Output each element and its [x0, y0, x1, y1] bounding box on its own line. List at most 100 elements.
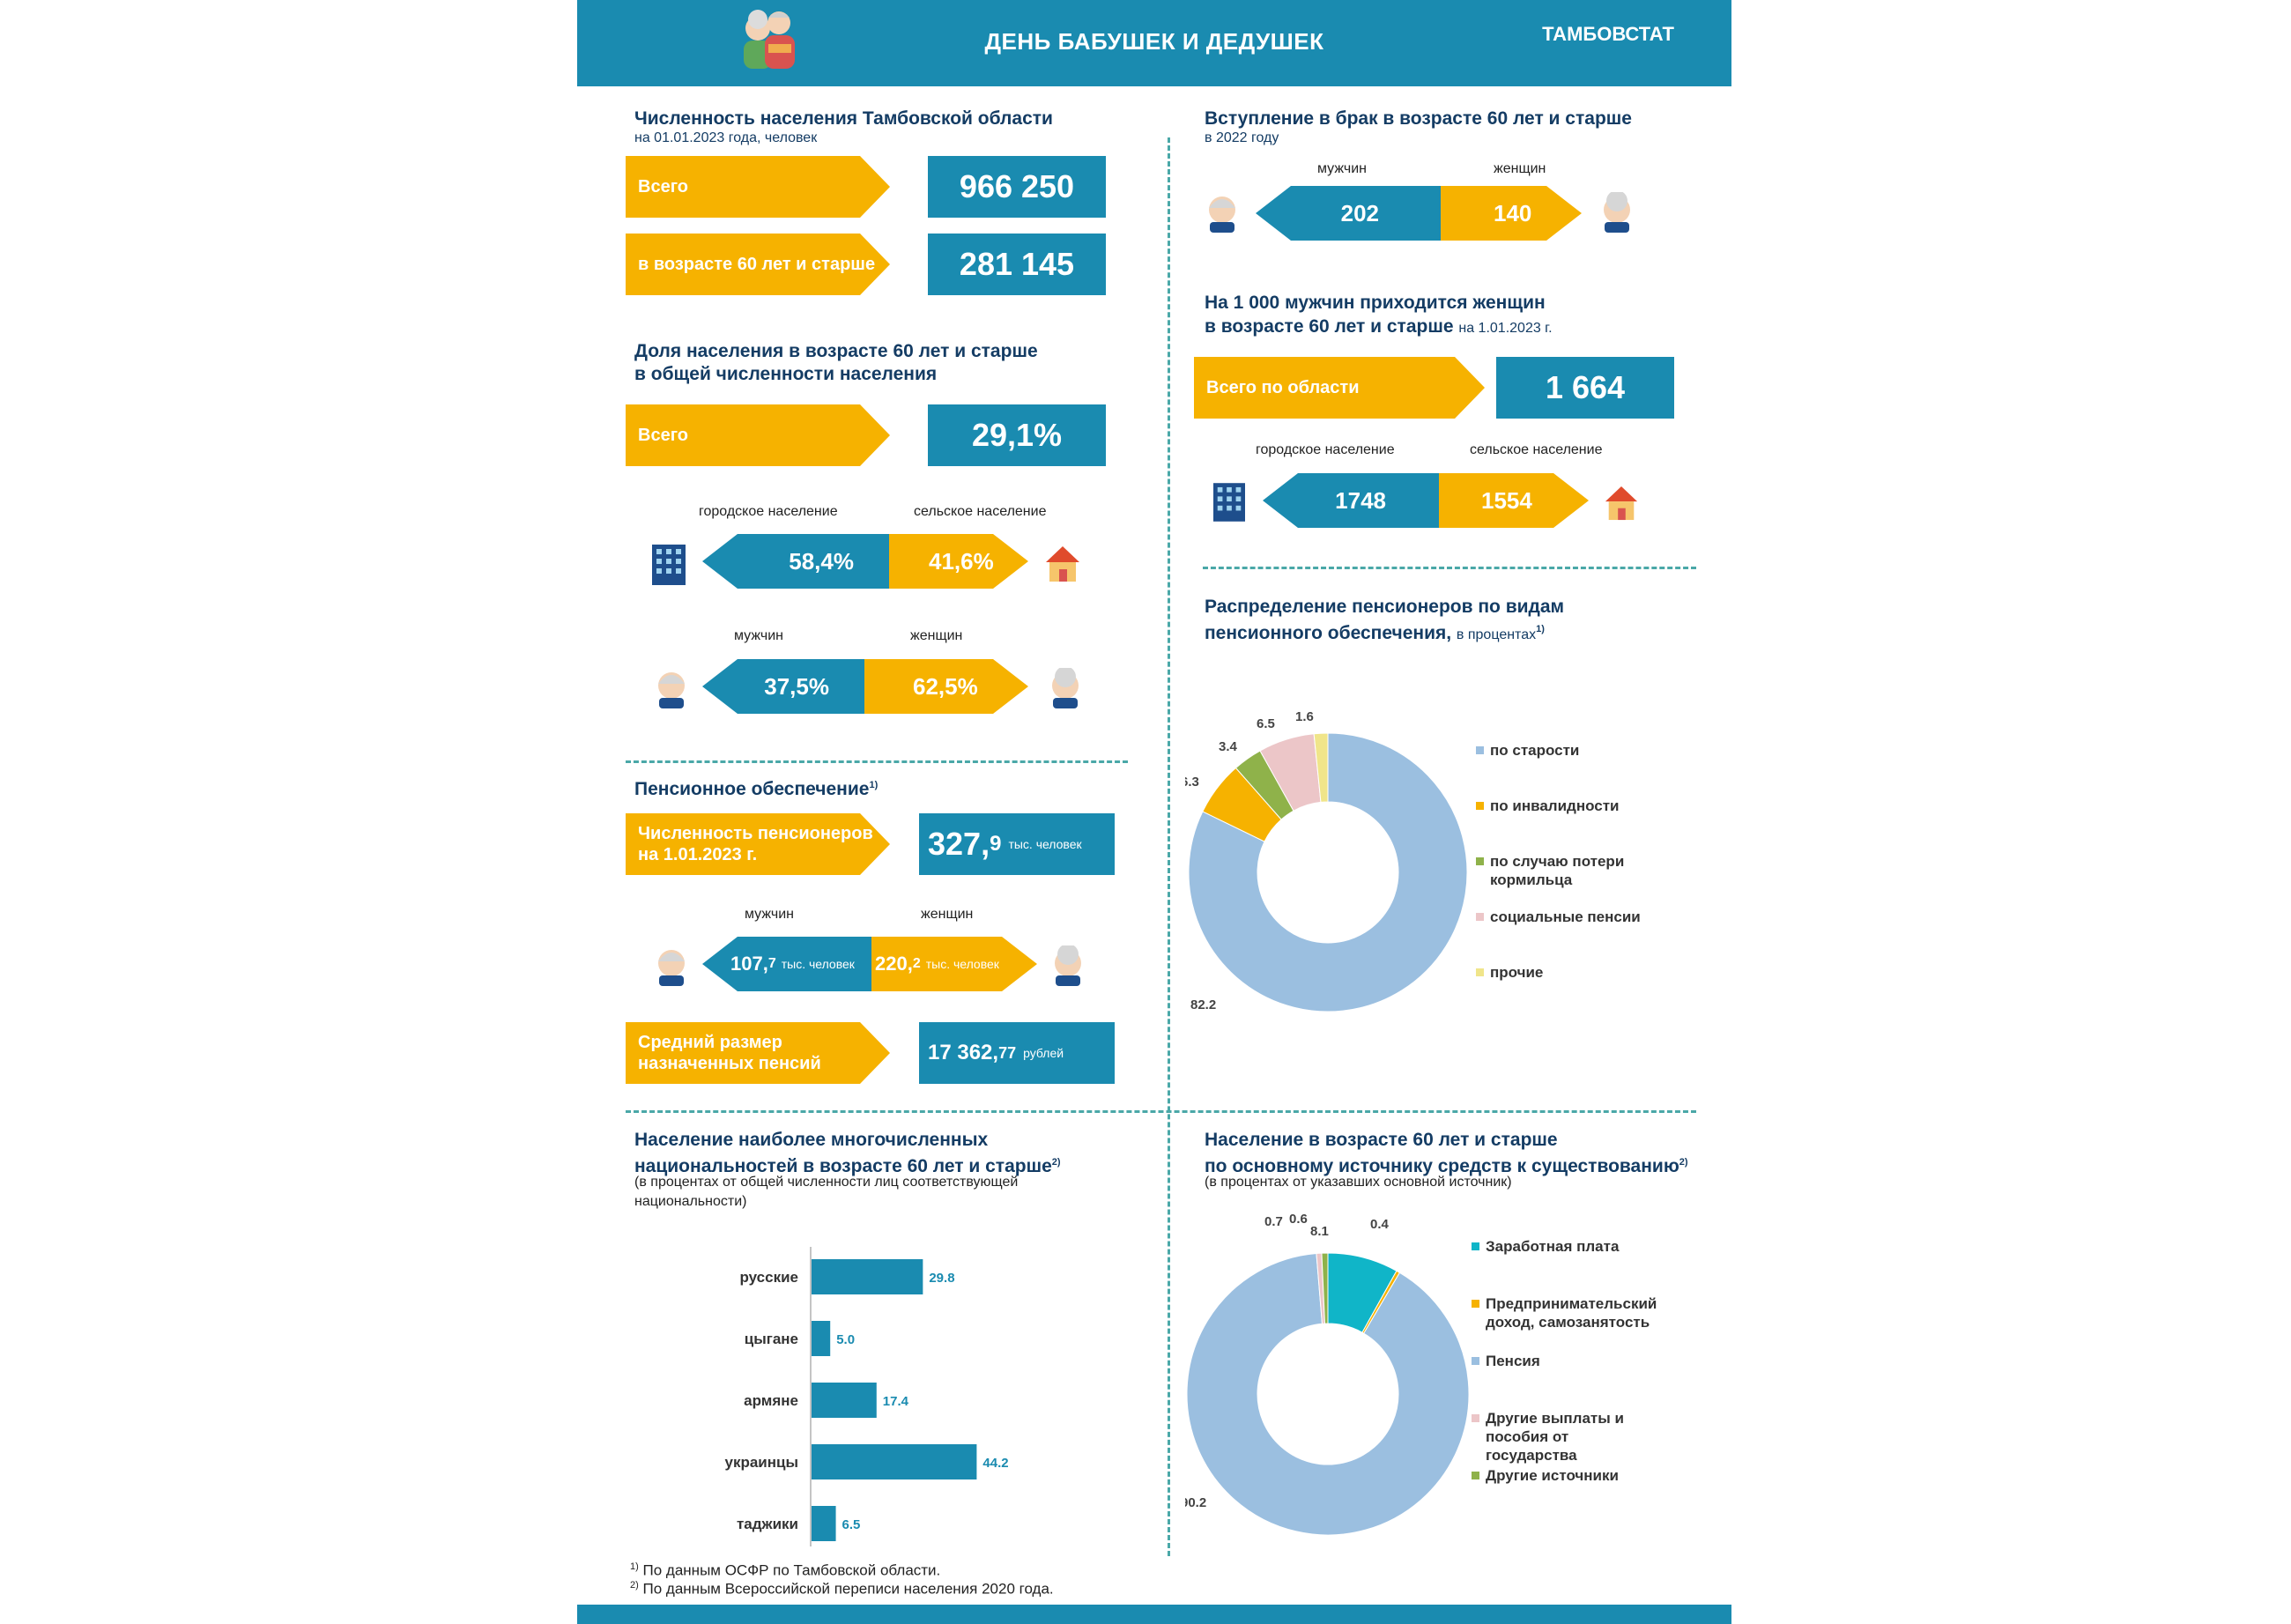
population-age60-label: в возрасте 60 лет и старше: [626, 234, 890, 295]
grandparents-logo-icon: [744, 10, 795, 69]
legend-label: доход, самозанятость: [1486, 1314, 1650, 1331]
share-rural-value: 41,6%: [889, 534, 1028, 589]
legend-label: по случаю потери: [1490, 853, 1624, 870]
donut-value-label: 0.7: [1264, 1214, 1283, 1229]
legend-swatch: [1476, 802, 1484, 810]
legend-label: государства: [1486, 1447, 1577, 1464]
bar-4: [812, 1506, 836, 1541]
bar-category-label: русские: [739, 1269, 798, 1286]
page-title: ДЕНЬ БАБУШЕК И ДЕДУШЕК: [984, 28, 1324, 55]
ratio-rural-label: сельское население: [1470, 442, 1603, 457]
marriage-subtitle: в 2022 году: [1205, 130, 1279, 145]
share-urban-rural-bar: 58,4% 41,6%: [702, 534, 1028, 589]
ratio-urban-value: 1748: [1263, 473, 1439, 528]
income-source-donut-chart: 8.1 0.4 90.2 0.6 0.7 Заработная плата Предприн…: [1185, 1212, 1657, 1536]
legend-label: кормильца: [1490, 871, 1573, 888]
legend-swatch: [1472, 1300, 1479, 1308]
legend-swatch: [1472, 1472, 1479, 1479]
share-title-line2: в общей численности населения: [634, 364, 938, 384]
bar-1: [812, 1321, 831, 1356]
grandfather-icon: [658, 672, 685, 708]
ratio-title-line2: в возрасте 60 лет и старше на 1.01.2023 …: [1205, 316, 1553, 337]
divider-bottom: [626, 1110, 1696, 1113]
donut-value-label: 0.4: [1370, 1217, 1390, 1232]
bar-value-label: 44.2: [982, 1456, 1008, 1471]
donut-slice-2: [1186, 1252, 1470, 1536]
income-title-line2: по основному источнику средств к существ…: [1205, 1156, 1688, 1176]
pension-avg-label: Средний размер назначенных пенсий: [626, 1022, 890, 1084]
donut-slice-0: [1188, 732, 1468, 1012]
house-icon: [1605, 486, 1638, 521]
pension-types-donut-chart: 82.2 6.3 3.4 6.5 1.6 по старости по инвалиднос…: [1185, 709, 1641, 1012]
income-title-line1: Население в возрасте 60 лет и старше: [1205, 1130, 1558, 1150]
donut-value-label: 0.6: [1289, 1212, 1308, 1227]
share-urban-value: 58,4%: [702, 534, 889, 589]
bar-category-label: таджики: [737, 1516, 798, 1532]
share-men-value: 37,5%: [702, 659, 864, 714]
pension-avg-value: 17 362, 77 рублей: [919, 1022, 1115, 1084]
nations-bar-chart: русские 29.8 цыгане 5.0 армяне 17.4 украинцы 44…: [725, 1247, 1009, 1546]
donut-slice-4: [1321, 1252, 1329, 1324]
legend-label: по старости: [1490, 742, 1579, 759]
share-women-label: женщин: [910, 628, 963, 643]
marriage-men-label: мужчин: [1317, 161, 1367, 176]
pension-types-title-line2: пенсионного обеспечения, в процентах1): [1205, 623, 1545, 643]
pension-count-label: Численность пенсионеров на 1.01.2023 г.: [626, 813, 890, 875]
marriage-title: Вступление в брак в возрасте 60 лет и ст…: [1205, 108, 1632, 129]
ratio-total-label: Всего по области: [1194, 357, 1485, 419]
apartment-building-icon: [1213, 483, 1245, 522]
population-total-value: 966 250: [928, 156, 1106, 218]
marriage-women-label: женщин: [1494, 161, 1546, 176]
legend-label: социальные пенсии: [1490, 908, 1641, 925]
legend-label: Другие источники: [1486, 1467, 1619, 1484]
pension-women-value: 220, 2 тыс. человек: [871, 937, 1037, 991]
marriage-women-value: 140: [1441, 186, 1582, 241]
legend-swatch: [1476, 746, 1484, 754]
house-icon: [1046, 546, 1079, 582]
share-title-line1: Доля населения в возрасте 60 лет и старш…: [634, 341, 1038, 361]
ratio-rural-value: 1554: [1439, 473, 1589, 528]
legend-swatch: [1476, 913, 1484, 921]
bar-value-label: 5.0: [836, 1332, 855, 1347]
footer-bar: [577, 1605, 1731, 1624]
pension-women-label: женщин: [921, 907, 974, 922]
share-men-label: мужчин: [734, 628, 783, 643]
grandfather-icon: [1209, 197, 1235, 233]
donut-value-label: 82.2: [1190, 997, 1216, 1012]
pension-count-value: 327, 9 тыс. человек: [919, 813, 1115, 875]
ratio-urban-rural-bar: 1748 1554: [1263, 473, 1589, 528]
donut-value-label: 1.6: [1295, 709, 1314, 724]
grandmother-icon: [1055, 945, 1081, 986]
share-men-women-bar: 37,5% 62,5%: [702, 659, 1028, 714]
pension-men-value: 107, 7 тыс. человек: [702, 937, 871, 991]
vertical-divider: [1168, 137, 1170, 1556]
pension-types-title-line1: Распределение пенсионеров по видам: [1205, 597, 1565, 617]
donut-value-label: 6.5: [1257, 716, 1275, 731]
donut-value-label: 3.4: [1219, 739, 1238, 754]
footnote-1: 1) По данным ОСФР по Тамбовской области.: [630, 1561, 941, 1579]
legend-label: Заработная плата: [1486, 1238, 1620, 1255]
bar-0: [812, 1259, 923, 1294]
divider-right-top: [1203, 567, 1696, 569]
share-total-value: 29,1%: [928, 404, 1106, 466]
divider-left-middle: [626, 760, 1128, 763]
grandmother-icon: [1052, 668, 1079, 708]
header-bar: ДЕНЬ БАБУШЕК И ДЕДУШЕК ТАМБОВСТАТ: [577, 0, 1731, 86]
nations-title-line2: национальностей в возрасте 60 лет и стар…: [634, 1156, 1061, 1176]
nations-title-line4: национальности): [634, 1194, 747, 1209]
pension-men-label: мужчин: [745, 907, 794, 922]
ratio-total-value: 1 664: [1496, 357, 1674, 419]
marriage-bar: 202 140: [1256, 186, 1582, 241]
nations-title-line1: Население наиболее многочисленных: [634, 1130, 989, 1150]
population-title: Численность населения Тамбовской области: [634, 108, 1053, 129]
bar-value-label: 6.5: [842, 1517, 861, 1532]
legend-label: пособия от: [1486, 1428, 1568, 1445]
bar-category-label: украинцы: [725, 1454, 799, 1471]
apartment-building-icon: [652, 545, 686, 585]
share-women-value: 62,5%: [864, 659, 1028, 714]
donut-slice-4: [1313, 732, 1329, 803]
legend-swatch: [1476, 968, 1484, 976]
legend-label: Другие выплаты и: [1486, 1410, 1624, 1427]
bar-category-label: цыгане: [745, 1331, 798, 1347]
donut-value-label: 6.3: [1185, 775, 1199, 790]
